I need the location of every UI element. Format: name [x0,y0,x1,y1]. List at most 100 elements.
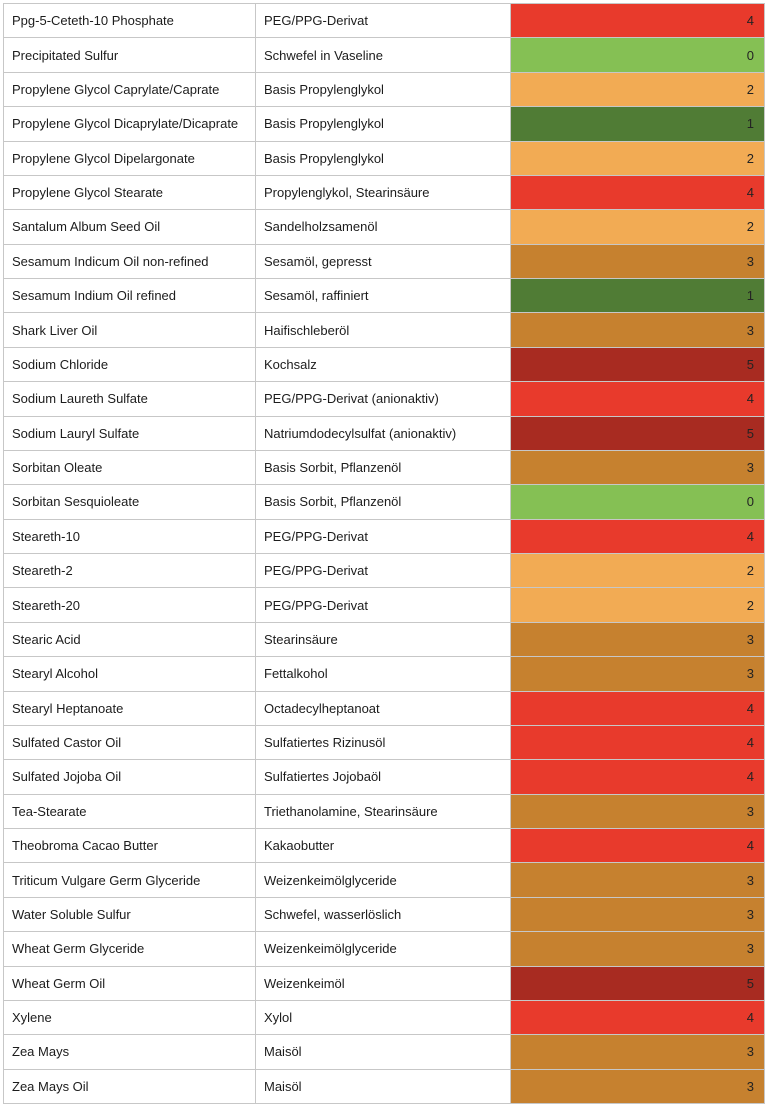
rating-cell: 5 [510,346,765,383]
rating-cell: 3 [510,862,765,898]
table-row: Stearyl Heptanoate Octadecylheptanoat 4 [3,690,765,726]
rating-cell: 4 [510,759,765,795]
description-cell: Sandelholzsamenöl [255,209,511,245]
inci-name-cell: Ppg-5-Ceteth-10 Phosphate [3,2,256,39]
rating-cell: 4 [510,690,765,726]
description-cell: Octadecylheptanoat [255,690,511,726]
rating-cell: 3 [510,1068,765,1105]
description-cell: Maisöl [255,1068,511,1105]
table-row: Triticum Vulgare Germ Glyceride Weizenke… [3,862,765,898]
rating-cell: 4 [510,999,765,1036]
table-row: Steareth-2 PEG/PPG-Derivat 2 [3,552,765,589]
inci-name-cell: Zea Mays Oil [3,1068,256,1105]
inci-name-cell: Stearic Acid [3,621,256,658]
table-row: Xylene Xylol 4 [3,999,765,1036]
table-row: Propylene Glycol Dicaprylate/Dicaprate B… [3,106,765,142]
inci-name-cell: Theobroma Cacao Butter [3,827,256,864]
table-body: Ppg-5-Ceteth-10 Phosphate PEG/PPG-Deriva… [3,2,765,1105]
description-cell: Weizenkeimöl [255,965,511,1001]
rating-cell: 3 [510,243,765,280]
description-cell: PEG/PPG-Derivat (anionaktiv) [255,381,511,417]
rating-cell: 3 [510,1034,765,1070]
inci-name-cell: Tea-Stearate [3,793,256,830]
table-row: Tea-Stearate Triethanolamine, Stearinsäu… [3,793,765,830]
inci-name-cell: Stearyl Heptanoate [3,690,256,726]
rating-cell: 2 [510,71,765,108]
description-cell: Xylol [255,999,511,1036]
table-row: Sulfated Castor Oil Sulfatiertes Rizinus… [3,724,765,761]
table-row: Stearyl Alcohol Fettalkohol 3 [3,656,765,692]
inci-name-cell: Stearyl Alcohol [3,656,256,692]
inci-name-cell: Steareth-2 [3,552,256,589]
inci-name-cell: Sodium Chloride [3,346,256,383]
table-row: Sodium Chloride Kochsalz 5 [3,346,765,383]
rating-cell: 4 [510,724,765,761]
rating-cell: 0 [510,484,765,520]
inci-name-cell: Propylene Glycol Stearate [3,174,256,211]
rating-cell: 3 [510,793,765,830]
inci-name-cell: Steareth-20 [3,587,256,623]
comedogenicity-table-container: Ppg-5-Ceteth-10 Phosphate PEG/PPG-Deriva… [3,2,765,1105]
description-cell: Kochsalz [255,346,511,383]
inci-name-cell: Water Soluble Sulfur [3,896,256,933]
table-row: Steareth-10 PEG/PPG-Derivat 4 [3,518,765,555]
table-row: Sorbitan Oleate Basis Sorbit, Pflanzenöl… [3,449,765,486]
inci-name-cell: Xylene [3,999,256,1036]
rating-cell: 3 [510,931,765,967]
table-row: Sulfated Jojoba Oil Sulfatiertes Jojobaö… [3,759,765,795]
rating-cell: 5 [510,415,765,451]
description-cell: Weizenkeimölglyceride [255,862,511,898]
inci-name-cell: Shark Liver Oil [3,312,256,348]
inci-name-cell: Zea Mays [3,1034,256,1070]
description-cell: Fettalkohol [255,656,511,692]
rating-cell: 3 [510,312,765,348]
table-row: Sodium Laureth Sulfate PEG/PPG-Derivat (… [3,381,765,417]
description-cell: Schwefel in Vaseline [255,37,511,73]
rating-cell: 2 [510,552,765,589]
inci-name-cell: Propylene Glycol Caprylate/Caprate [3,71,256,108]
description-cell: Haifischleberöl [255,312,511,348]
description-cell: PEG/PPG-Derivat [255,518,511,555]
comedogenicity-table: Ppg-5-Ceteth-10 Phosphate PEG/PPG-Deriva… [3,2,765,1105]
table-row: Theobroma Cacao Butter Kakaobutter 4 [3,827,765,864]
description-cell: Triethanolamine, Stearinsäure [255,793,511,830]
description-cell: Sulfatiertes Rizinusöl [255,724,511,761]
inci-name-cell: Sorbitan Oleate [3,449,256,486]
description-cell: Kakaobutter [255,827,511,864]
rating-cell: 3 [510,621,765,658]
table-row: Propylene Glycol Stearate Propylenglykol… [3,174,765,211]
inci-name-cell: Sulfated Jojoba Oil [3,759,256,795]
inci-name-cell: Steareth-10 [3,518,256,555]
description-cell: Schwefel, wasserlöslich [255,896,511,933]
inci-name-cell: Wheat Germ Oil [3,965,256,1001]
inci-name-cell: Wheat Germ Glyceride [3,931,256,967]
table-row: Santalum Album Seed Oil Sandelholzsamenö… [3,209,765,245]
description-cell: Basis Propylenglykol [255,140,511,176]
rating-cell: 1 [510,106,765,142]
rating-cell: 0 [510,37,765,73]
rating-cell: 4 [510,174,765,211]
description-cell: Basis Propylenglykol [255,106,511,142]
inci-name-cell: Propylene Glycol Dipelargonate [3,140,256,176]
table-row: Propylene Glycol Caprylate/Caprate Basis… [3,71,765,108]
description-cell: PEG/PPG-Derivat [255,587,511,623]
table-row: Sesamum Indium Oil refined Sesamöl, raff… [3,277,765,314]
table-row: Stearic Acid Stearinsäure 3 [3,621,765,658]
inci-name-cell: Precipitated Sulfur [3,37,256,73]
rating-cell: 4 [510,2,765,39]
rating-cell: 2 [510,209,765,245]
rating-cell: 1 [510,277,765,314]
rating-cell: 3 [510,656,765,692]
inci-name-cell: Sesamum Indicum Oil non-refined [3,243,256,280]
description-cell: Basis Sorbit, Pflanzenöl [255,484,511,520]
inci-name-cell: Sesamum Indium Oil refined [3,277,256,314]
description-cell: Sulfatiertes Jojobaöl [255,759,511,795]
rating-cell: 4 [510,381,765,417]
table-row: Propylene Glycol Dipelargonate Basis Pro… [3,140,765,176]
description-cell: Natriumdodecylsulfat (anionaktiv) [255,415,511,451]
rating-cell: 2 [510,140,765,176]
table-row: Sorbitan Sesquioleate Basis Sorbit, Pfla… [3,484,765,520]
inci-name-cell: Triticum Vulgare Germ Glyceride [3,862,256,898]
inci-name-cell: Sodium Lauryl Sulfate [3,415,256,451]
rating-cell: 3 [510,449,765,486]
